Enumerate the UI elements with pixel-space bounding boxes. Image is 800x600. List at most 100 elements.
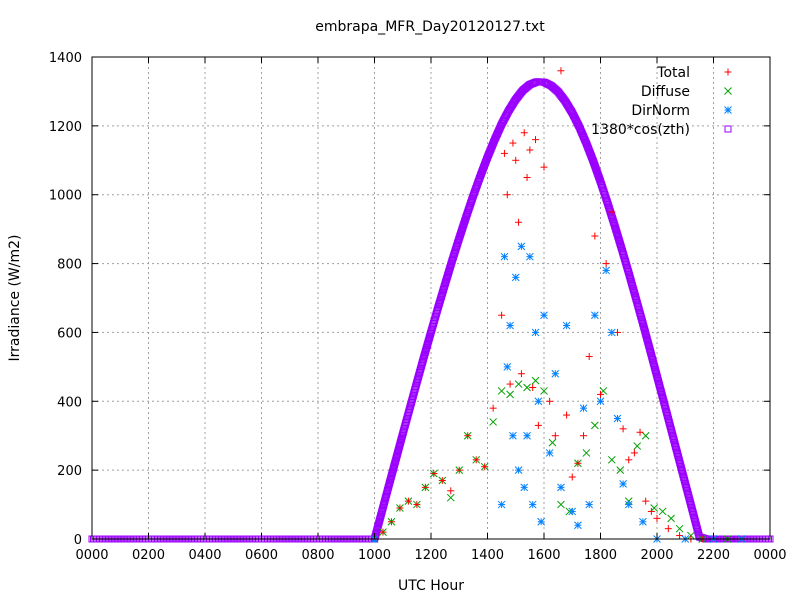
y-tick-label: 200 bbox=[57, 464, 82, 479]
x-tick-label: 0000 bbox=[753, 548, 786, 563]
data-point bbox=[500, 252, 509, 261]
data-point bbox=[520, 483, 529, 492]
y-tick-label: 400 bbox=[57, 395, 82, 410]
data-point bbox=[630, 449, 638, 457]
data-point bbox=[506, 380, 514, 388]
data-point bbox=[658, 507, 667, 516]
data-point bbox=[438, 476, 446, 484]
x-axis-label: UTC Hour bbox=[398, 578, 464, 594]
data-point bbox=[534, 397, 543, 406]
grid-lines bbox=[92, 57, 770, 539]
data-point bbox=[500, 149, 508, 157]
x-tick-label: 1600 bbox=[527, 548, 560, 563]
x-tick-label: 0800 bbox=[301, 548, 334, 563]
data-point bbox=[574, 459, 582, 467]
data-point bbox=[551, 432, 559, 440]
data-point bbox=[619, 425, 627, 433]
data-point bbox=[624, 500, 633, 509]
data-point bbox=[540, 387, 548, 395]
y-axis-label: Irradiance (W/m2) bbox=[7, 235, 23, 362]
x-tick-label: 0000 bbox=[75, 548, 108, 563]
x-tick-label: 2200 bbox=[697, 548, 730, 563]
data-point bbox=[557, 67, 565, 75]
data-point bbox=[546, 397, 554, 405]
data-point bbox=[528, 500, 537, 509]
data-point bbox=[590, 311, 599, 320]
legend-label: DirNorm bbox=[631, 103, 690, 119]
series-1 bbox=[370, 376, 746, 543]
legend-marker bbox=[724, 125, 732, 133]
data-point bbox=[540, 311, 548, 320]
data-point bbox=[531, 376, 540, 385]
y-tick-label: 0 bbox=[74, 533, 82, 548]
data-point bbox=[613, 414, 622, 423]
data-point bbox=[557, 483, 565, 492]
data-point bbox=[596, 397, 605, 406]
data-point bbox=[503, 363, 512, 371]
data-point bbox=[647, 507, 655, 515]
data-point bbox=[489, 404, 497, 412]
data-point bbox=[664, 525, 672, 533]
data-point bbox=[608, 208, 616, 216]
data-point bbox=[636, 428, 644, 436]
data-point bbox=[497, 500, 506, 509]
data-point bbox=[597, 390, 604, 398]
data-point bbox=[489, 418, 498, 426]
data-point bbox=[506, 321, 514, 330]
data-point bbox=[512, 156, 520, 164]
data-point bbox=[574, 521, 582, 530]
data-point bbox=[545, 449, 554, 457]
y-tick-label: 1400 bbox=[49, 51, 82, 66]
data-point bbox=[514, 466, 523, 474]
data-point bbox=[526, 146, 534, 154]
data-point bbox=[511, 273, 520, 282]
data-point bbox=[582, 449, 591, 457]
data-point bbox=[616, 466, 625, 474]
data-point bbox=[580, 432, 588, 440]
data-point bbox=[568, 473, 576, 481]
y-tick-label: 1000 bbox=[49, 189, 82, 204]
series-2 bbox=[370, 242, 746, 543]
data-point bbox=[607, 328, 616, 337]
data-point bbox=[639, 517, 647, 526]
data-point bbox=[625, 456, 633, 464]
data-point bbox=[653, 514, 661, 522]
data-point bbox=[523, 174, 531, 181]
data-point bbox=[642, 497, 650, 505]
data-point bbox=[602, 266, 611, 275]
data-point bbox=[529, 384, 537, 392]
data-point bbox=[590, 421, 599, 430]
data-point bbox=[540, 163, 548, 171]
x-tick-label: 1800 bbox=[584, 548, 617, 563]
legend-marker bbox=[724, 87, 732, 95]
series-0 bbox=[371, 67, 746, 543]
data-point bbox=[413, 501, 421, 509]
data-point bbox=[447, 487, 455, 495]
data-point bbox=[379, 528, 387, 536]
data-point bbox=[464, 432, 472, 440]
data-point bbox=[619, 480, 627, 488]
data-point bbox=[506, 390, 514, 399]
data-point bbox=[526, 252, 534, 261]
data-point bbox=[534, 421, 542, 429]
data-point bbox=[520, 129, 528, 137]
data-point bbox=[548, 438, 557, 447]
data-point bbox=[531, 328, 540, 337]
data-point bbox=[387, 518, 395, 526]
data-point bbox=[641, 431, 650, 440]
data-point bbox=[563, 411, 571, 419]
data-point bbox=[602, 260, 610, 268]
axis-ticks: 0000 0200 0400 0600 0800 1000 1200 1400 1600 1800… bbox=[49, 51, 787, 563]
y-tick-label: 1200 bbox=[49, 120, 82, 135]
data-point bbox=[523, 383, 531, 392]
data-point bbox=[472, 456, 480, 464]
data-point bbox=[532, 136, 540, 144]
data-point bbox=[607, 455, 616, 464]
data-point bbox=[497, 387, 506, 395]
legend-label: Diffuse bbox=[641, 84, 690, 100]
data-point bbox=[585, 500, 594, 509]
data-point bbox=[551, 369, 560, 378]
x-tick-label: 1200 bbox=[414, 548, 447, 563]
y-tick-label: 600 bbox=[57, 326, 82, 341]
